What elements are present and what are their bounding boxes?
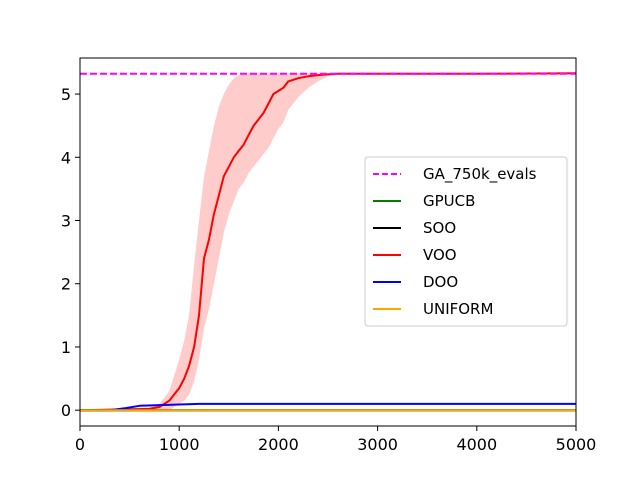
- legend-box: [364, 156, 568, 327]
- confidence-band-voo: [80, 73, 576, 411]
- legend-entry-soo: SOO: [373, 219, 456, 237]
- series-line-voo: [80, 72, 576, 412]
- legend-label-doo: DOO: [423, 273, 458, 291]
- legend-label-ga-750k-evals: GA_750k_evals: [423, 165, 537, 184]
- x-tick-label: 2000: [258, 435, 299, 454]
- y-tick-label: 2: [61, 275, 71, 294]
- y-tick-label: 5: [61, 85, 71, 104]
- x-tick-label: 0: [75, 435, 85, 454]
- x-tick-label: 1000: [159, 435, 200, 454]
- axes-frame: [79, 57, 577, 427]
- series-line-doo: [80, 402, 576, 412]
- legend-entry-ga-750k-evals: GA_750k_evals: [373, 165, 537, 184]
- y-tick-label: 0: [61, 401, 71, 420]
- legend-entry-voo: VOO: [373, 246, 457, 264]
- y-axis: 0 1 2 3 4 5: [61, 85, 80, 420]
- x-tick-label: 5000: [556, 435, 597, 454]
- legend-label-soo: SOO: [423, 219, 456, 237]
- legend-label-voo: VOO: [423, 246, 457, 264]
- x-axis: 0 1000 2000 3000 4000 5000: [75, 426, 596, 454]
- x-tick-label: 3000: [357, 435, 398, 454]
- y-tick-label: 3: [61, 212, 71, 231]
- legend: GA_750k_evals GPUCB SOO VOO DOO UNIFORM: [364, 156, 568, 327]
- legend-label-uniform: UNIFORM: [423, 300, 493, 318]
- legend-label-gpucb: GPUCB: [423, 192, 475, 210]
- y-tick-label: 1: [61, 338, 71, 357]
- legend-entry-doo: DOO: [373, 273, 458, 291]
- x-tick-label: 4000: [456, 435, 497, 454]
- plot-area: [80, 72, 576, 412]
- legend-entry-uniform: UNIFORM: [373, 300, 493, 318]
- legend-entry-gpucb: GPUCB: [373, 192, 475, 210]
- y-tick-label: 4: [61, 148, 71, 167]
